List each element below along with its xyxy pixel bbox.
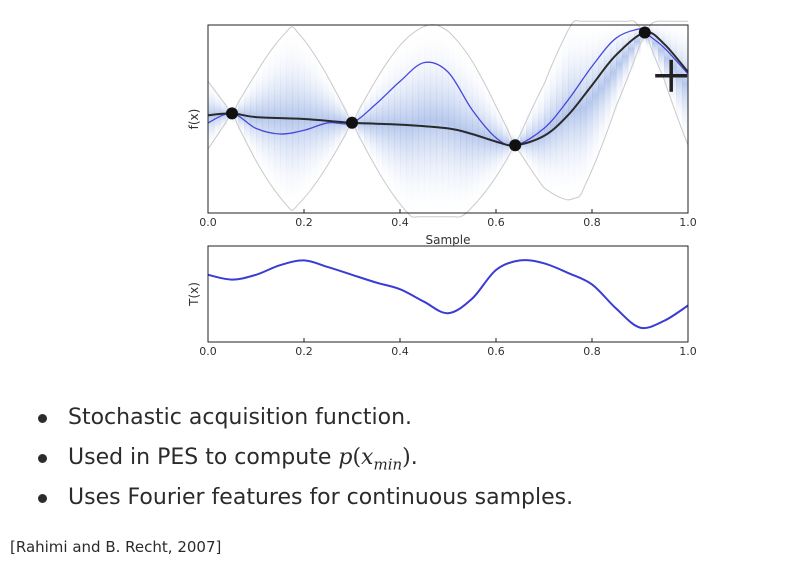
figure: 0.0 0.2 0.4 0.6 0.8 1.0 Sample f(x) 0.0 0.2 0.4… bbox=[187, 20, 697, 358]
confidence-envelope bbox=[207, 20, 689, 218]
x-axis-ticks-t: 0.0 0.2 0.4 0.6 0.8 1.0 bbox=[199, 338, 697, 358]
band-slice bbox=[460, 44, 467, 217]
series-group bbox=[207, 259, 689, 330]
band-slice bbox=[652, 21, 659, 65]
band-slice bbox=[592, 21, 599, 170]
bullet-item: Used in PES to compute p(xmin). bbox=[34, 438, 573, 478]
bullet-list: Stochastic acquisition function. Used in… bbox=[34, 398, 573, 518]
band-slice bbox=[430, 24, 437, 217]
bullet-item: Stochastic acquisition function. bbox=[34, 398, 573, 438]
posterior-mean-line bbox=[207, 31, 689, 147]
band-slice bbox=[442, 27, 449, 217]
observation-marker bbox=[226, 107, 238, 120]
bullet-dot bbox=[38, 454, 47, 463]
band-slice bbox=[532, 96, 539, 180]
band-slice bbox=[604, 21, 611, 140]
upper-envelope-line bbox=[207, 20, 688, 144]
band-slice bbox=[610, 21, 617, 124]
x-tick-label: 0.6 bbox=[487, 216, 505, 229]
band-slice bbox=[490, 93, 497, 186]
band-slice bbox=[424, 24, 431, 217]
x-tick-label: 0.0 bbox=[199, 216, 217, 229]
band-slice bbox=[598, 21, 605, 156]
band-slice bbox=[646, 23, 653, 51]
band-slice bbox=[628, 21, 635, 77]
function-sample-line bbox=[207, 27, 689, 147]
band-slice bbox=[574, 21, 581, 199]
citation: [Rahimi and B. Recht, 2007] bbox=[10, 538, 222, 556]
x-tick-label: 0.6 bbox=[487, 345, 505, 358]
x-tick-label: 0.8 bbox=[583, 345, 601, 358]
band-slice bbox=[658, 21, 665, 80]
candidate-cross-marker bbox=[655, 59, 688, 92]
x-tick-label: 0.0 bbox=[199, 345, 217, 358]
plot-frame-f bbox=[207, 24, 689, 214]
plot-t: 0.0 0.2 0.4 0.6 0.8 1.0 T(x) bbox=[187, 245, 697, 358]
bullet-text: Used in PES to compute bbox=[68, 445, 339, 470]
x-tick-label: 0.2 bbox=[295, 345, 313, 358]
bullet-item: Uses Fourier features for continuous sam… bbox=[34, 478, 573, 518]
band-slice bbox=[454, 37, 461, 217]
bullet-text: Uses Fourier features for continuous sam… bbox=[68, 485, 574, 510]
band-slice bbox=[538, 84, 545, 188]
math-close-paren: ) bbox=[402, 445, 411, 470]
x-tick-label: 1.0 bbox=[679, 216, 697, 229]
observation-points bbox=[226, 26, 651, 152]
band-slice bbox=[664, 21, 671, 97]
sample-path-line bbox=[207, 259, 689, 330]
band-slice bbox=[580, 21, 587, 196]
x-axis-label: Sample bbox=[426, 233, 471, 247]
x-tick-label: 0.4 bbox=[391, 345, 409, 358]
band-slice bbox=[562, 30, 569, 200]
x-tick-label: 0.4 bbox=[391, 216, 409, 229]
band-slice bbox=[412, 29, 419, 217]
band-slice bbox=[634, 21, 641, 62]
x-tick-label: 0.8 bbox=[583, 216, 601, 229]
math-open-paren: ( bbox=[352, 445, 362, 470]
band-slice bbox=[502, 118, 509, 168]
band-slice bbox=[544, 69, 551, 192]
math-p: p bbox=[338, 445, 353, 470]
math-x: x bbox=[361, 445, 374, 470]
observation-marker bbox=[638, 26, 651, 39]
band-slice bbox=[682, 21, 689, 146]
bullet-dot bbox=[38, 494, 47, 503]
y-axis-label-f: f(x) bbox=[187, 109, 201, 130]
x-axis-ticks-f: 0.0 0.2 0.4 0.6 0.8 1.0 bbox=[199, 209, 697, 229]
series-group bbox=[207, 27, 689, 147]
plot-f: 0.0 0.2 0.4 0.6 0.8 1.0 Sample f(x) bbox=[187, 20, 697, 247]
x-tick-label: 1.0 bbox=[679, 345, 697, 358]
bullet-text: Stochastic acquisition function. bbox=[68, 405, 413, 430]
band-slice bbox=[484, 82, 491, 194]
plot-frame-t bbox=[207, 245, 689, 343]
band-slice bbox=[622, 21, 629, 93]
math-expression: p(xmin) bbox=[338, 445, 411, 474]
band-slice bbox=[550, 55, 557, 196]
observation-marker bbox=[509, 139, 522, 152]
observation-marker bbox=[346, 116, 358, 129]
bullet-dot bbox=[38, 414, 47, 423]
x-tick-label: 0.2 bbox=[295, 216, 313, 229]
lower-envelope-line bbox=[207, 34, 689, 218]
math-subscript: min bbox=[373, 455, 403, 474]
band-slice bbox=[418, 26, 425, 217]
band-slice bbox=[670, 21, 677, 114]
band-slice bbox=[520, 121, 527, 162]
band-slice bbox=[556, 42, 563, 199]
band-slice bbox=[436, 24, 443, 217]
band-slice bbox=[616, 21, 623, 107]
y-axis-label-t: T(x) bbox=[187, 282, 201, 307]
bullet-text-end: . bbox=[410, 445, 418, 470]
band-slice bbox=[586, 21, 593, 184]
band-slice bbox=[448, 31, 455, 217]
